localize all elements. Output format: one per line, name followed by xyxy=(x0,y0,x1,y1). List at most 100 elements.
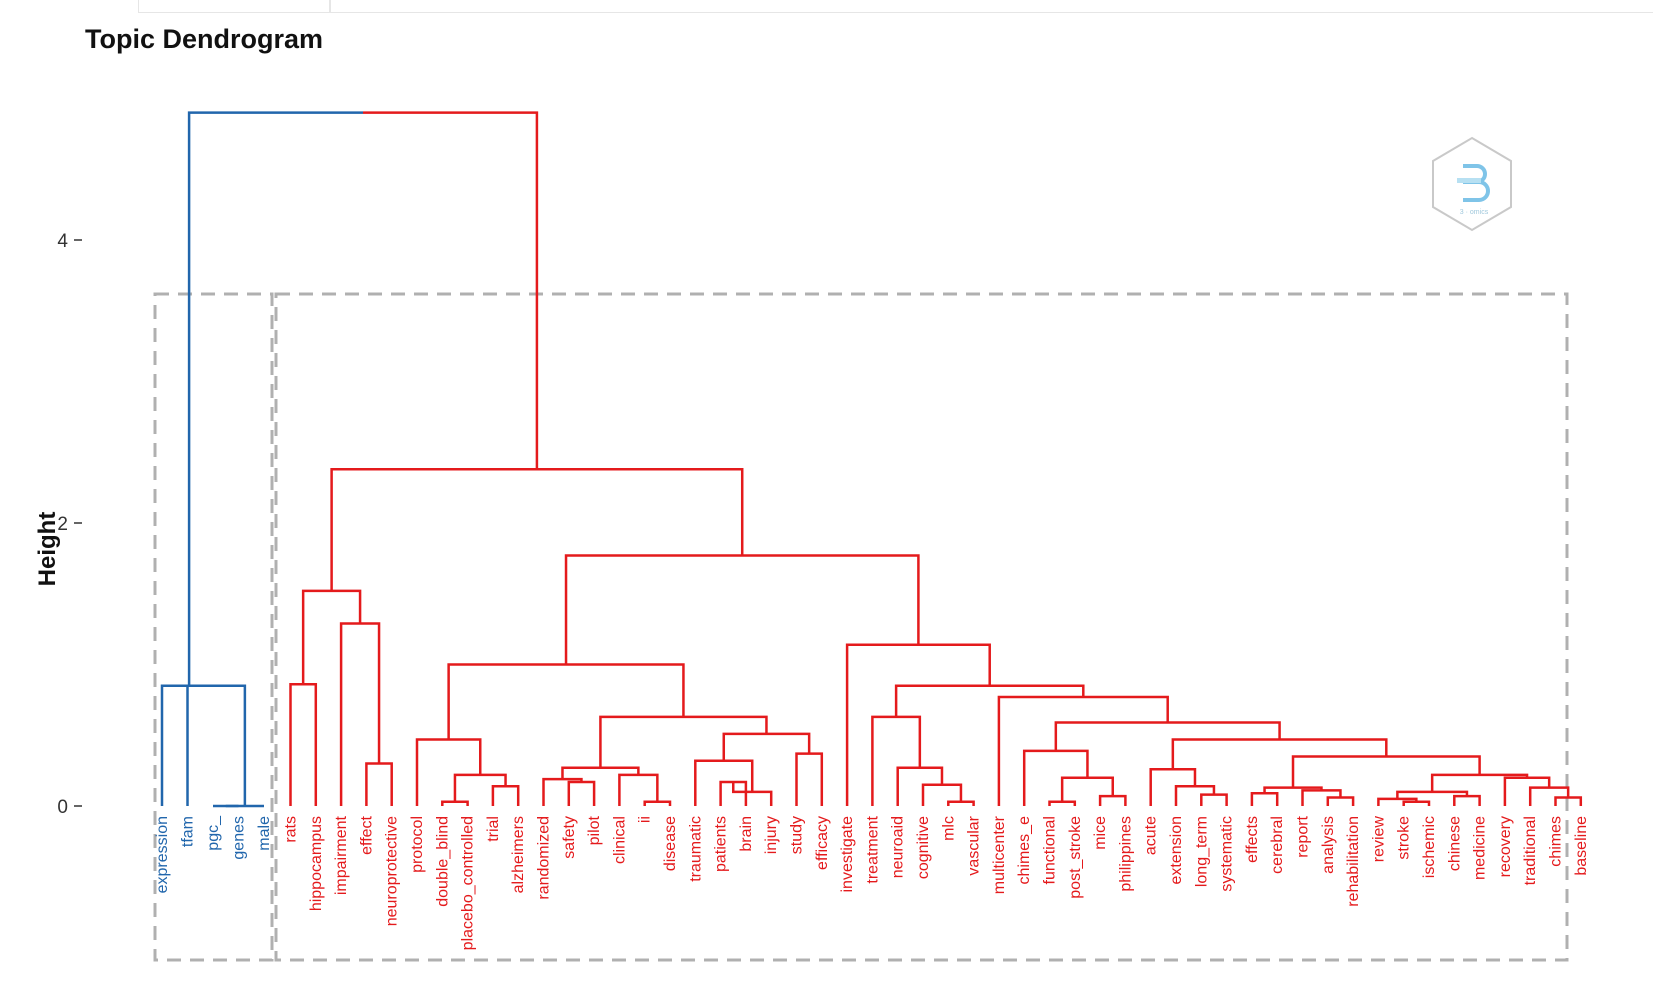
leaf-label: analysis xyxy=(1320,816,1337,874)
leaf-label: protocol xyxy=(409,816,426,873)
cluster-boxes xyxy=(153,292,1569,962)
leaf-label: treatment xyxy=(864,815,881,883)
leaf-label: injury xyxy=(763,816,780,854)
leaf-label: mice xyxy=(1092,816,1109,850)
dendrogram-link xyxy=(339,622,381,806)
dendrogram-link xyxy=(453,773,507,802)
leaf-label: tfam xyxy=(180,816,197,847)
leaf-label: cerebral xyxy=(1269,816,1286,874)
leaf-label: chinese xyxy=(1446,816,1463,871)
leaf-label: rehabilitation xyxy=(1345,816,1362,907)
dendrogram-link xyxy=(365,762,393,806)
dendrogram-link xyxy=(871,715,922,806)
leaf-label: extension xyxy=(1168,816,1185,885)
dendrogram-link xyxy=(1503,776,1551,806)
tab[interactable] xyxy=(138,0,330,13)
leaf-label: clinical xyxy=(611,816,628,864)
svg-text:3 · omics: 3 · omics xyxy=(1460,209,1489,216)
leaf-label: post_stroke xyxy=(1067,816,1084,899)
dendrogram-link xyxy=(330,467,744,591)
leaf-label: trial xyxy=(485,816,502,842)
dendrogram-link xyxy=(845,643,991,806)
tab[interactable] xyxy=(330,0,1653,13)
leaf-labels: expression tfam pgc_ genes male rats hippocamp… xyxy=(154,815,1590,950)
dendrogram-link xyxy=(561,766,640,780)
dendrogram-link xyxy=(1054,721,1281,751)
dendrogram-link xyxy=(1250,792,1279,806)
dendrogram-link xyxy=(694,759,754,806)
leaf-label: patients xyxy=(713,816,730,872)
leaf-label: chimes xyxy=(1548,816,1565,867)
leaf-label: long_term xyxy=(1193,816,1210,887)
leaf-label: mlc xyxy=(940,816,957,841)
leaf-label: male xyxy=(256,816,273,851)
leaf-label: traumatic xyxy=(687,816,704,882)
dendrogram-link xyxy=(1098,794,1127,806)
dendrogram-link xyxy=(289,683,318,806)
dendrogram-link xyxy=(564,554,920,665)
leaf-label: stroke xyxy=(1396,816,1413,860)
leaf-label: cognitive xyxy=(915,816,932,879)
leaf-label: effect xyxy=(358,815,375,854)
dendrogram-link xyxy=(415,738,482,806)
leaf-label: expression xyxy=(154,816,171,893)
leaf-label: rats xyxy=(283,816,300,843)
top-tab-strip xyxy=(0,0,1653,14)
dendrogram-link xyxy=(1200,793,1228,806)
dendrogram-link xyxy=(447,663,685,740)
y-tick-label: 0 xyxy=(57,797,68,818)
leaf-label: baseline xyxy=(1573,816,1590,876)
dendrogram-link xyxy=(160,684,217,806)
chart-title: Topic Dendrogram xyxy=(85,24,324,54)
leaf-label: study xyxy=(789,816,806,854)
leaf-label: medicine xyxy=(1472,816,1489,880)
leaf-label: chimes_e xyxy=(1016,816,1033,885)
watermark-logo-icon: 3 · omics xyxy=(1432,136,1512,232)
y-tick-label: 2 xyxy=(57,514,68,535)
dendrogram-link xyxy=(567,780,596,806)
y-axis: 0 2 4 xyxy=(57,231,82,818)
leaf-label: investigate xyxy=(839,816,856,893)
dendrogram-link xyxy=(947,800,975,806)
leaf-label: double_blind xyxy=(434,816,451,907)
leaf-label: randomized xyxy=(536,816,553,900)
leaf-label: neuroprotective xyxy=(384,816,401,926)
leaf-label: vascular xyxy=(966,815,983,875)
dendrogram-link xyxy=(187,111,364,686)
dendrogram-link xyxy=(1291,755,1481,788)
leaf-label: ischemic xyxy=(1421,816,1438,878)
leaf-label: effects xyxy=(1244,816,1261,863)
leaf-label: safety xyxy=(561,816,578,859)
leaf-label: placebo_controlled xyxy=(460,816,477,950)
dendrogram-link xyxy=(363,111,539,470)
dendrogram-link xyxy=(1326,796,1355,806)
leaf-label: hippocampus xyxy=(308,816,325,911)
dendrogram-link xyxy=(643,800,672,806)
leaf-label: philippines xyxy=(1117,816,1134,892)
cluster-box xyxy=(153,292,274,962)
dendrogram-link xyxy=(186,684,247,806)
leaf-label: efficacy xyxy=(814,816,831,870)
cluster-box xyxy=(274,292,1569,962)
leaf-label: genes xyxy=(231,816,248,860)
dendrogram-link xyxy=(1048,800,1077,806)
leaf-label: acute xyxy=(1143,816,1160,855)
dendrogram-link xyxy=(1060,776,1114,802)
leaf-label: neuroaid xyxy=(890,816,907,878)
dendrogram-link xyxy=(1149,767,1197,806)
dendrogram-link xyxy=(1171,738,1388,770)
leaf-label: review xyxy=(1370,816,1387,863)
leaf-label: impairment xyxy=(333,815,350,895)
dendrogram-link xyxy=(301,589,362,685)
leaf-label: alzheimers xyxy=(510,816,527,893)
leaf-label: ii xyxy=(637,816,654,823)
leaf-label: functional xyxy=(1042,816,1059,885)
dendrogram-links xyxy=(160,111,1583,808)
leaf-label: brain xyxy=(738,816,755,852)
dendrogram-link xyxy=(441,800,469,806)
leaf-label: traditional xyxy=(1522,816,1539,885)
leaf-label: report xyxy=(1295,815,1312,857)
dendrogram-link xyxy=(795,752,824,806)
leaf-label: disease xyxy=(662,816,679,871)
